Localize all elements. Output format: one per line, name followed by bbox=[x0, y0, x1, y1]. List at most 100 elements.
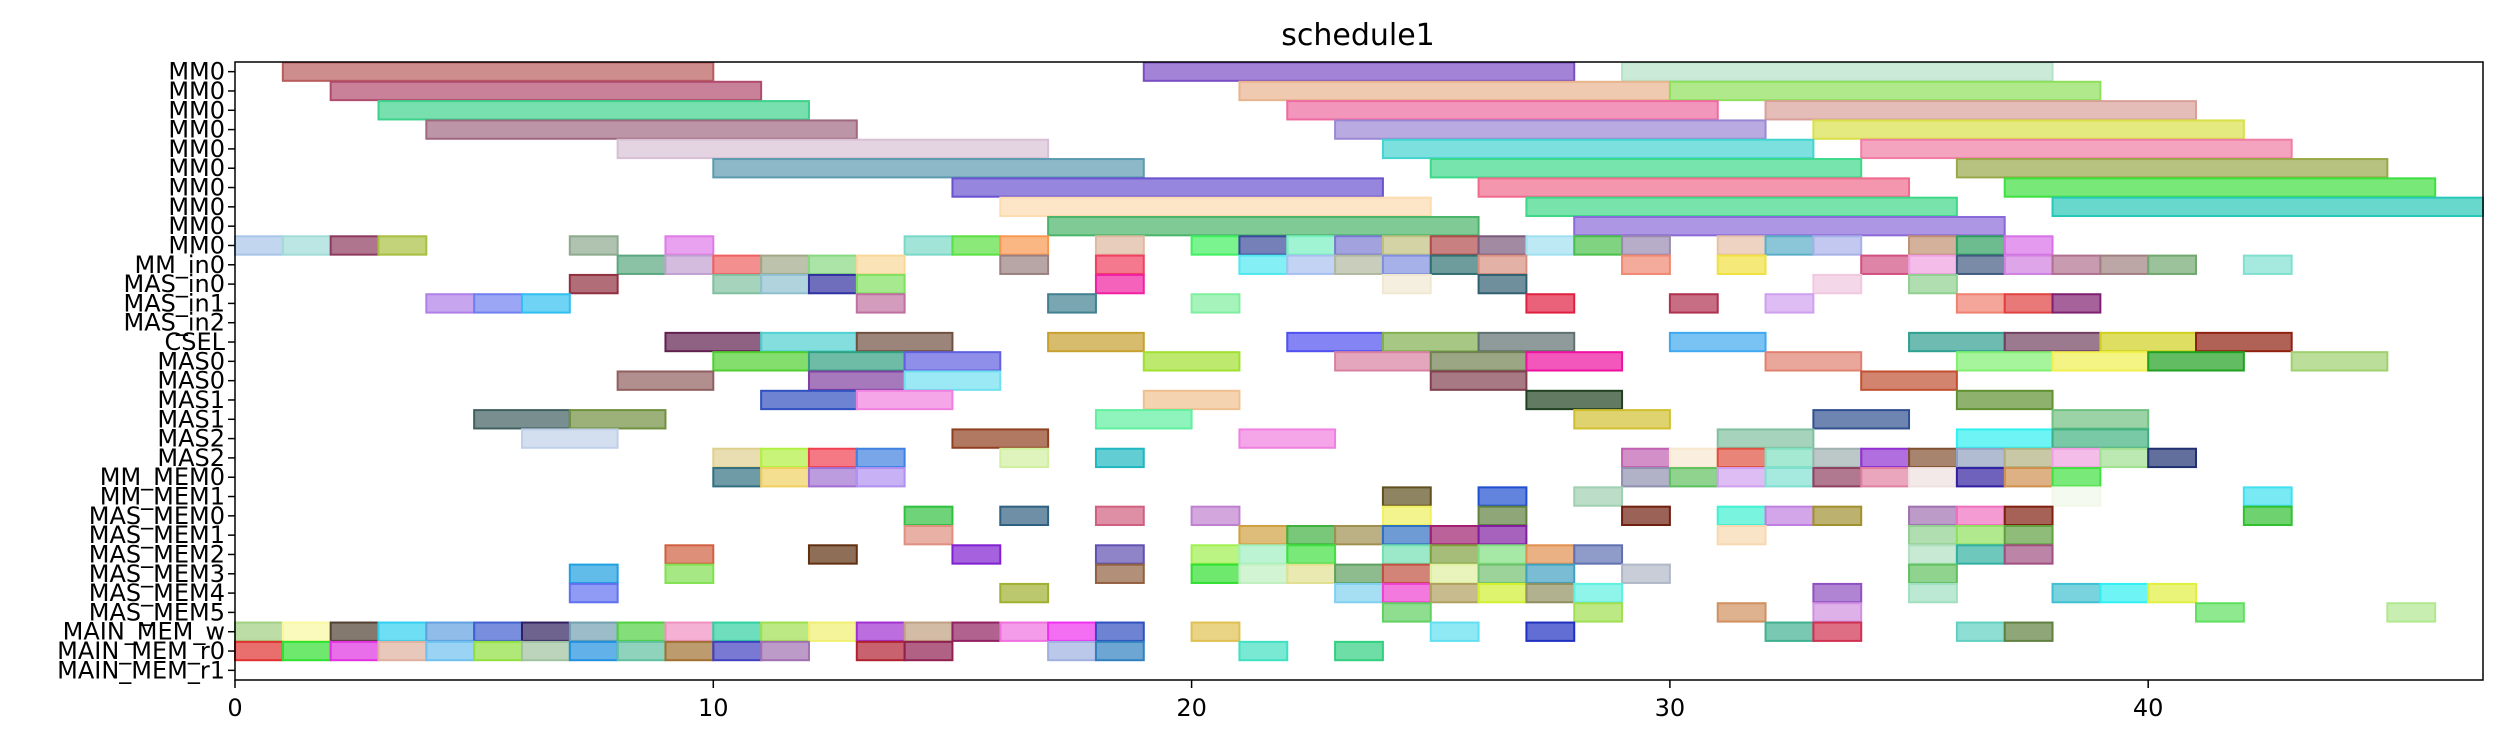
task-bar bbox=[1908, 467, 1958, 488]
task-bar bbox=[1334, 640, 1384, 662]
task-bar bbox=[807, 370, 906, 391]
task-bar bbox=[1573, 215, 2006, 237]
task-bar bbox=[1286, 100, 1719, 121]
task-bar bbox=[855, 621, 906, 642]
y-tick-label: MAS_MEM3 bbox=[89, 560, 225, 588]
y-tick-label: MAS_MEM0 bbox=[89, 502, 225, 530]
task-bar bbox=[1860, 370, 1958, 391]
task-bar bbox=[1764, 621, 1815, 642]
task-bar bbox=[760, 447, 810, 469]
task-bar bbox=[473, 640, 523, 662]
task-bar bbox=[712, 158, 1145, 179]
task-bar bbox=[1334, 119, 1767, 140]
task-bar bbox=[855, 331, 954, 353]
task-bar bbox=[1238, 428, 1337, 449]
task-bar bbox=[712, 640, 763, 662]
task-bar bbox=[1286, 235, 1337, 256]
task-bar bbox=[329, 621, 380, 642]
plot-frame bbox=[234, 61, 2484, 681]
task-bar bbox=[1716, 235, 1767, 256]
task-bar bbox=[1668, 80, 2102, 102]
task-bar bbox=[2003, 544, 2054, 565]
task-bar bbox=[1429, 351, 1528, 372]
task-bar bbox=[2051, 447, 2102, 469]
task-bar bbox=[807, 467, 858, 488]
task-bar bbox=[999, 447, 1050, 469]
y-tick-label: MAS1 bbox=[157, 405, 225, 433]
task-bar bbox=[473, 293, 523, 314]
task-bar bbox=[234, 621, 284, 642]
task-bar bbox=[568, 235, 619, 256]
task-bar bbox=[1190, 544, 1241, 565]
task-bar bbox=[1955, 158, 2389, 179]
task-bar bbox=[1142, 389, 1241, 411]
task-bar bbox=[760, 331, 858, 353]
task-bar bbox=[903, 505, 954, 527]
task-bar bbox=[1908, 524, 1958, 546]
y-tick-label: MAS_in0 bbox=[123, 270, 225, 298]
y-tick-label: MAIN_MEM_r0 bbox=[57, 637, 225, 665]
task-bar bbox=[2099, 582, 2150, 604]
task-bar bbox=[1525, 389, 1624, 411]
y-tick-label: MAS_in2 bbox=[123, 309, 225, 337]
chart-title: schedule1 bbox=[1281, 18, 1435, 53]
task-bar bbox=[1955, 621, 2006, 642]
task-bar bbox=[855, 389, 954, 411]
task-bar bbox=[712, 351, 810, 372]
task-bar bbox=[281, 621, 332, 642]
y-tick-label: MM0 bbox=[168, 58, 225, 86]
task-bar bbox=[1429, 158, 1863, 179]
task-bar bbox=[664, 563, 715, 584]
task-bar bbox=[1334, 582, 1384, 604]
task-bar bbox=[1525, 351, 1624, 372]
task-bar bbox=[1621, 447, 1671, 469]
task-bar bbox=[2051, 409, 2150, 430]
task-bar bbox=[1190, 505, 1241, 527]
task-bar bbox=[2099, 254, 2150, 275]
y-tick-label: MM0 bbox=[168, 174, 225, 202]
task-bar bbox=[1764, 100, 2198, 121]
task-bar bbox=[1716, 447, 1767, 469]
task-bar bbox=[2003, 447, 2054, 469]
task-bar bbox=[1573, 486, 1624, 507]
task-bar bbox=[1908, 544, 1958, 565]
y-tick-label: MM0 bbox=[168, 77, 225, 105]
task-bar bbox=[1094, 447, 1145, 469]
task-bar bbox=[1716, 428, 1815, 449]
task-bar bbox=[1955, 389, 2054, 411]
task-bar bbox=[1525, 235, 1576, 256]
task-bar bbox=[1621, 467, 1671, 488]
task-bar bbox=[234, 235, 284, 256]
task-bar bbox=[1908, 235, 1958, 256]
y-tick-label: MAIN_MEM_w bbox=[63, 618, 225, 646]
task-bar bbox=[1812, 447, 1863, 469]
task-bar bbox=[1334, 351, 1432, 372]
task-bar bbox=[473, 409, 571, 430]
task-bar bbox=[1238, 544, 1289, 565]
task-bar bbox=[2003, 467, 2054, 488]
x-tick-label: 30 bbox=[1655, 694, 1686, 722]
task-bar bbox=[1908, 563, 1958, 584]
x-tick-label: 20 bbox=[1176, 694, 1207, 722]
task-bar bbox=[1716, 524, 1767, 546]
task-bar bbox=[1238, 640, 1289, 662]
y-tick-label: MAS0 bbox=[157, 367, 225, 395]
y-tick-label: MAS1 bbox=[157, 386, 225, 414]
task-bar bbox=[1477, 273, 1528, 295]
task-bar bbox=[1429, 254, 1480, 275]
task-bar bbox=[1621, 563, 1671, 584]
task-bar bbox=[664, 254, 715, 275]
task-bar bbox=[1955, 351, 2054, 372]
task-bar bbox=[1955, 467, 2006, 488]
task-bar bbox=[1381, 254, 1432, 275]
task-bar bbox=[2147, 582, 2198, 604]
task-bar bbox=[1573, 235, 1624, 256]
task-bar bbox=[1477, 254, 1528, 275]
task-bar bbox=[2051, 196, 2485, 218]
bars-layer bbox=[234, 61, 2485, 662]
task-bar bbox=[903, 351, 1002, 372]
task-bar bbox=[1094, 640, 1145, 662]
task-bar bbox=[1955, 505, 2006, 527]
task-bar bbox=[760, 621, 810, 642]
